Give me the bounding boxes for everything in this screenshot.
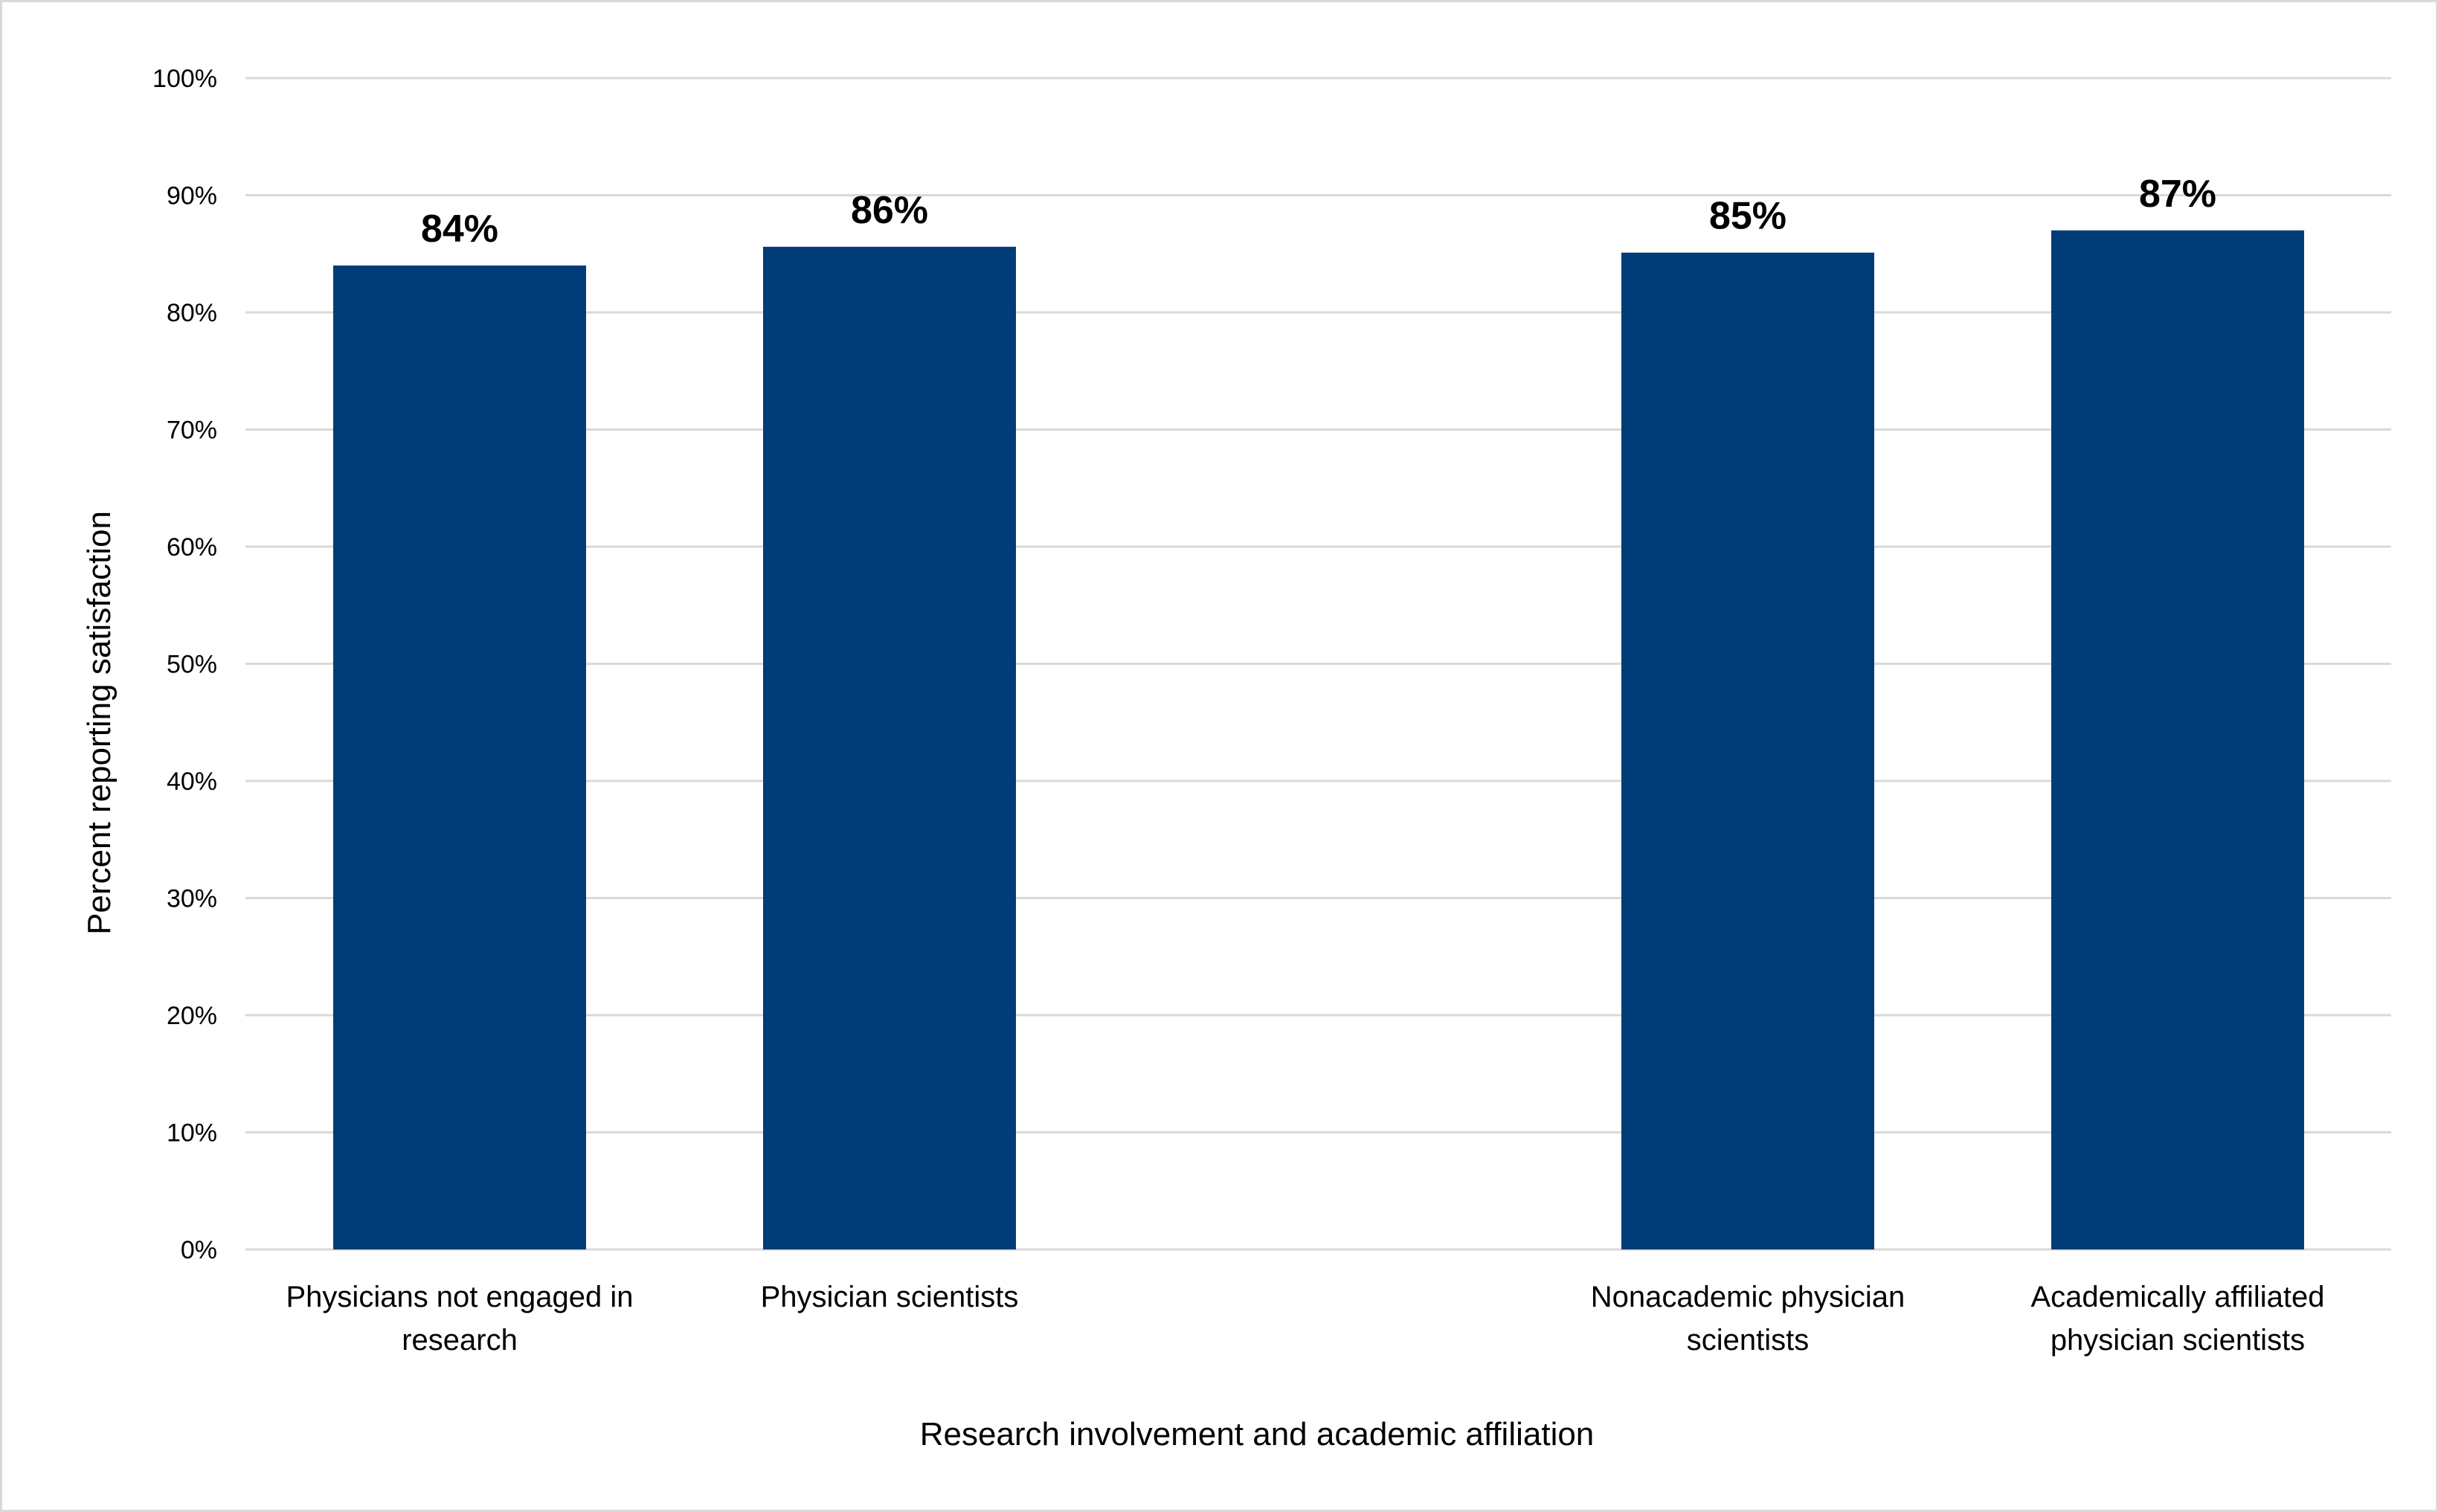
x-category-label-line: Physicians not engaged in [286,1281,634,1313]
bar [333,266,586,1249]
x-axis-category-labels: Physicians not engaged in researchPhysici… [286,1281,2325,1357]
x-category-label: Physician scientists [761,1281,1019,1313]
bar [1621,252,1874,1249]
y-tick-label: 60% [167,533,217,562]
bar [763,246,1016,1249]
y-tick-label: 40% [167,768,217,796]
bar-data-label: 87% [2139,173,2216,216]
x-category-label-line: research [402,1324,518,1357]
y-tick-label: 50% [167,651,217,679]
y-tick-label: 90% [167,182,217,210]
y-tick-label: 100% [152,65,217,93]
y-tick-label: 0% [181,1236,217,1264]
y-tick-label: 80% [167,299,217,327]
x-category-label-line: physician scientists [2051,1324,2305,1357]
gridlines [245,77,2391,1251]
x-category-label: Nonacademic physician scientists [1591,1281,1905,1357]
x-category-label: Physicians not engaged in research [286,1281,634,1357]
x-category-label: Academically affiliated physician scienti… [2030,1281,2324,1357]
y-tick-label: 30% [167,885,217,913]
y-tick-label: 10% [167,1119,217,1148]
x-axis-title: Research involvement and academic affili… [920,1416,1595,1453]
data-labels: 84% 86% 85% 87% [421,173,2216,251]
x-category-label-line: Academically affiliated [2030,1281,2324,1313]
x-category-label-line: Physician scientists [761,1281,1019,1313]
bar-data-label: 86% [851,189,928,232]
bar-data-label: 85% [1709,195,1786,238]
y-axis-title: Percent reporting satisfaction [81,511,118,935]
x-category-label-line: Nonacademic physician [1591,1281,1905,1313]
y-axis-tick-labels: 0% 10% 20% 30% 40% 50% 60% 70% 80% 90% 100% [152,65,217,1264]
x-category-label-line: scientists [1687,1324,1810,1357]
y-tick-label: 70% [167,416,217,445]
bars [333,230,2304,1249]
bar-data-label: 84% [421,208,498,251]
y-tick-label: 20% [167,1002,217,1030]
bar [2051,230,2304,1249]
